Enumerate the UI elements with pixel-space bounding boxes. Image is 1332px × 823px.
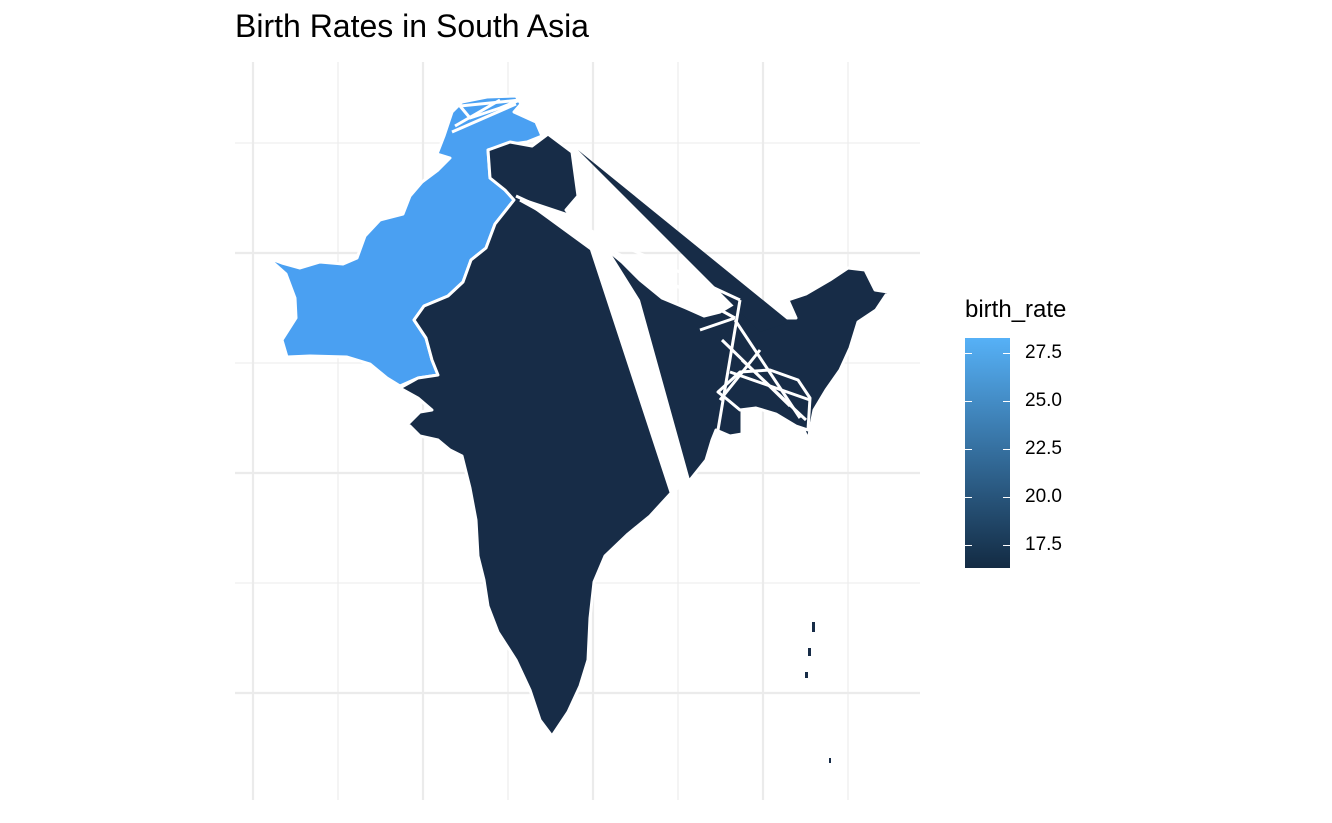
legend-tick-label: 25.0 xyxy=(1025,390,1062,412)
legend-tick-mark xyxy=(965,353,972,355)
legend-tick-label: 22.5 xyxy=(1025,438,1062,460)
island xyxy=(829,758,831,763)
island xyxy=(808,648,811,656)
legend-tick-label: 27.5 xyxy=(1025,342,1062,364)
small-islands xyxy=(805,622,831,763)
india-artifact-sliver xyxy=(578,150,790,332)
legend-tick-mark xyxy=(965,401,972,403)
legend-tick-mark xyxy=(1003,353,1010,355)
legend-tick-label: 20.0 xyxy=(1025,486,1062,508)
legend-tick-mark xyxy=(965,497,972,499)
country-shapes xyxy=(266,94,890,738)
border-artifact-lines xyxy=(451,98,811,431)
india-region xyxy=(398,132,890,738)
legend-tick-mark xyxy=(965,449,972,451)
legend-tick-label: 17.5 xyxy=(1025,534,1062,555)
legend-title: birth_rate xyxy=(965,296,1067,323)
island xyxy=(805,672,808,678)
legend-tick-mark xyxy=(1003,449,1010,451)
legend-tick-mark xyxy=(1003,497,1010,499)
legend-tick-mark xyxy=(965,545,972,546)
island xyxy=(812,622,815,632)
legend-tick-mark xyxy=(1003,401,1010,403)
bangladesh-region xyxy=(716,368,812,432)
colorbar xyxy=(965,338,1010,568)
india-artifact-wedge xyxy=(516,196,690,494)
legend-tick-mark xyxy=(1003,545,1010,546)
chart-title: Birth Rates in South Asia xyxy=(235,8,589,44)
